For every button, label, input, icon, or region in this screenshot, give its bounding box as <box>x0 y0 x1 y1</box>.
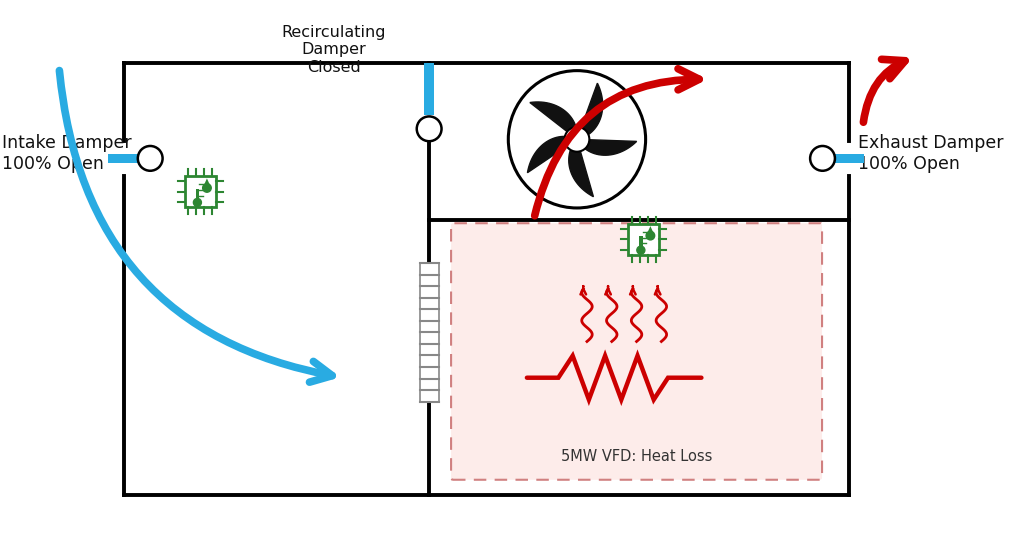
Bar <box>639 236 643 248</box>
Circle shape <box>203 183 211 192</box>
Bar <box>109 154 161 163</box>
Bar <box>812 154 864 163</box>
Circle shape <box>194 199 202 207</box>
Polygon shape <box>203 179 211 188</box>
Polygon shape <box>568 139 594 197</box>
Bar <box>628 224 659 255</box>
Circle shape <box>417 116 441 141</box>
Circle shape <box>138 146 163 171</box>
Circle shape <box>508 70 645 208</box>
Text: Exhaust Damper
100% Open: Exhaust Damper 100% Open <box>858 134 1004 173</box>
Polygon shape <box>529 102 578 139</box>
Bar <box>184 176 216 208</box>
Polygon shape <box>527 137 577 173</box>
Text: 5MW VFD: Heat Loss: 5MW VFD: Heat Loss <box>561 449 713 464</box>
Text: Recirculating
Damper
Closed: Recirculating Damper Closed <box>282 25 386 75</box>
FancyBboxPatch shape <box>452 223 822 480</box>
Bar <box>420 263 438 401</box>
Circle shape <box>564 127 590 152</box>
Text: Intake Damper
100% Open: Intake Damper 100% Open <box>2 134 131 173</box>
Polygon shape <box>577 139 637 155</box>
Circle shape <box>646 231 654 240</box>
Bar <box>196 189 199 201</box>
Bar <box>424 63 434 116</box>
Polygon shape <box>577 83 603 139</box>
Circle shape <box>637 246 645 254</box>
Polygon shape <box>646 226 654 236</box>
Circle shape <box>810 146 835 171</box>
